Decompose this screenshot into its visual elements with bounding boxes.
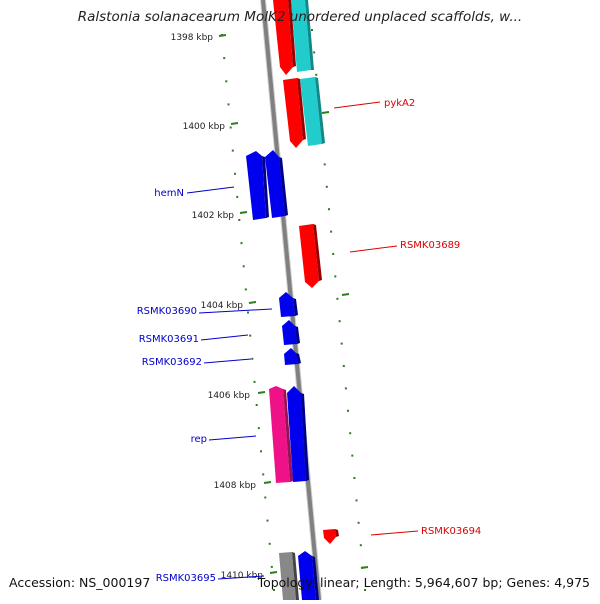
label-leader-lines [186,101,419,580]
gene-blue-rep-2[interactable] [287,386,309,482]
scale-dot [255,404,258,406]
scale-dot [330,230,333,233]
scale-dot [257,427,260,430]
accession-text: Accession: NS_000197 [9,575,151,590]
scale-dot [325,185,328,188]
scale-dot [332,253,335,255]
tick-1398: 1398 kbp [171,33,227,43]
scale-dot [238,219,241,221]
gene-label-RSMK03689[interactable]: RSMK03689 [400,240,460,251]
scale-dot [323,163,326,166]
tick-label: 1400 kbp [183,122,226,132]
scale-dot [351,454,354,457]
scale-dot [244,288,247,291]
scale-dot [270,565,273,568]
scale-dot [328,208,330,211]
scale-dot [242,265,245,268]
scale-dot [234,172,236,175]
scale-dot [349,432,352,435]
tick-1404: 1404 kbp [201,301,257,311]
gene-label-hemN[interactable]: hemN [154,188,184,199]
tick-label: 1410 kbp [221,571,264,581]
gene-label-RSMK03690[interactable]: RSMK03690 [137,306,197,317]
gene-RSMK03692-blue[interactable] [284,348,301,365]
scale-dot [344,387,347,390]
scale-dot [273,589,275,591]
gene-label-RSMK03692[interactable]: RSMK03692 [142,357,202,368]
scale-dot [357,521,360,524]
scale-dot [338,320,341,323]
scale-dot [262,473,265,476]
scale-dot [229,126,232,129]
tick-1400: 1400 kbp [183,122,239,132]
scale-dot [268,542,271,545]
gene-label-RSMK03691[interactable]: RSMK03691 [139,334,199,345]
scale-dot [264,496,267,499]
tick-label: 1402 kbp [192,211,235,221]
scale-dot [247,311,249,314]
scale-dotted-track [221,29,366,591]
scale-dot [225,80,228,83]
scale-dot [340,342,343,345]
gene-RSMK03689-red[interactable] [299,224,322,288]
scale-dot [253,380,256,383]
scale-dot [231,149,234,152]
tick-label: 1406 kbp [208,391,251,401]
gene-cyan-top[interactable] [291,0,314,72]
scale-dot [315,73,318,76]
scale-dot [260,450,262,453]
scale-dot [251,357,254,360]
gene-hemN-blue-1[interactable] [246,151,269,220]
gene-cyan-2[interactable] [300,77,325,146]
scale-dot [347,409,349,412]
tick-1408: 1408 kbp [214,481,272,491]
map-title: Ralstonia solanacearum MolK2 unordered u… [77,9,523,25]
gene-blue-bottom[interactable] [298,551,319,600]
scale-dot [311,29,313,31]
gene-label-RSMK03694[interactable]: RSMK03694 [421,526,481,537]
gene-label-RSMK03695[interactable]: RSMK03695 [156,573,216,584]
tick-label: 1398 kbp [171,33,214,43]
gene-red-top[interactable] [273,0,296,75]
topology-summary: Topology: linear; Length: 5,964,607 bp; … [257,575,590,590]
scale-dot [313,51,316,54]
gene-RSMK03690-blue[interactable] [279,292,298,317]
tick-1402: 1402 kbp [192,211,248,221]
gene-pykA2-red[interactable] [283,78,306,148]
scale-dot [359,544,362,547]
gene-RSMK03691-blue[interactable] [282,320,300,345]
scale-dot [227,103,230,106]
scale-dot [364,589,366,591]
right-tick-marks [321,111,369,569]
scale-dot [249,334,252,337]
gene-label-pykA2[interactable]: pykA2 [384,98,415,109]
gene-rep-pink[interactable] [269,386,293,483]
tick-label: 1408 kbp [214,481,257,491]
gene-label-rep[interactable]: rep [191,434,207,445]
scale-dot [353,477,356,479]
scale-dot [223,57,226,60]
gene-RSMK03694-red[interactable] [323,529,339,544]
gene-gray-bottom[interactable] [279,552,299,600]
scale-dot [336,297,339,300]
tick-1406: 1406 kbp [208,391,266,401]
scale-dot [334,275,337,278]
scale-dot [236,195,239,198]
tick-1410: 1410 kbp [221,571,278,581]
scale-dot [355,499,358,502]
scale-dot [266,519,269,522]
scale-dot [342,365,345,367]
gene-hemN-blue-2[interactable] [265,150,288,218]
scale-dot [240,242,243,245]
tick-label: 1404 kbp [201,301,244,311]
